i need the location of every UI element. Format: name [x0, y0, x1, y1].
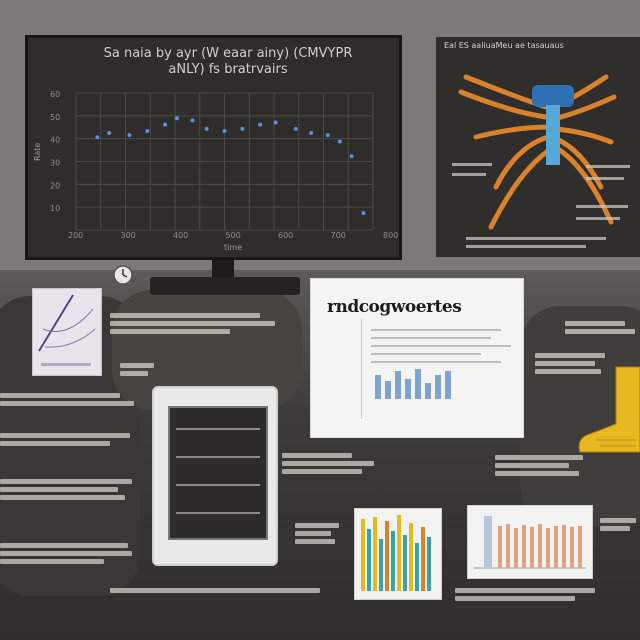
note-lines: [120, 360, 160, 379]
chart-points: [95, 116, 366, 216]
x-tick-label: 400: [173, 231, 188, 240]
scatter-point: [190, 118, 195, 123]
note-lines: [0, 390, 140, 409]
monitor-screen: Sa naia by ayr (W eaar ainy) (CMVYPR aNL…: [25, 35, 402, 260]
y-tick-label: 50: [50, 113, 60, 122]
x-tick-label: 800: [383, 231, 398, 240]
anatomy-title: Eal ES aaliuaMeu ae tasauaus: [444, 41, 564, 50]
vertical-bars: [361, 515, 431, 591]
rack-shelf: [176, 484, 260, 486]
chart-title-line2: aNLY) fs bratrvairs: [168, 62, 288, 77]
boot-object: [578, 366, 640, 453]
y-tick-label: 40: [50, 136, 60, 145]
x-tick-label: 300: [121, 231, 136, 240]
monitor-stand-neck: [212, 260, 234, 280]
anatomy-figure: [452, 74, 630, 248]
scatter-point: [107, 131, 112, 136]
server-cabinet: [152, 386, 278, 566]
text-line: [371, 353, 481, 355]
note-lines: [600, 515, 640, 534]
chart-title: Sa naia by ayr (W eaar ainy) (CMVYPR aNL…: [88, 46, 368, 78]
anatomy-spine: [546, 105, 560, 165]
note-lines: [455, 585, 605, 604]
x-tick-label: 200: [68, 231, 83, 240]
scatter-point: [145, 128, 150, 133]
text-line: [371, 345, 511, 347]
scatter-point: [95, 135, 100, 140]
scatter-point: [349, 154, 354, 159]
vertical-bars: [474, 516, 586, 569]
note-lines: [565, 318, 640, 337]
x-tick-label: 500: [226, 231, 241, 240]
report-document: rndcogwoertes: [310, 278, 524, 438]
chart-title-line1: Sa naia by ayr (W eaar ainy) (CMVYPR: [103, 46, 353, 61]
chart-grid: [75, 92, 374, 231]
scatter-point: [309, 131, 314, 136]
y-tick-label: 60: [50, 90, 60, 99]
text-line: [371, 337, 491, 339]
scatter-point: [240, 126, 245, 131]
y-axis-label: Rate: [33, 143, 42, 161]
scatter-point: [293, 126, 298, 131]
note-lines: [110, 310, 280, 337]
note-lines: [0, 476, 140, 503]
note-lines: [282, 450, 382, 477]
x-ticks: 200 300 400 500 600 700 800: [68, 231, 398, 240]
scatter-point: [337, 139, 342, 144]
scatter-point: [204, 126, 209, 131]
y-ticks: 60 50 40 30 20 10: [50, 90, 60, 213]
scatter-point: [361, 211, 366, 216]
report-title: rndcogwoertes: [327, 297, 462, 317]
note-lines: [535, 350, 615, 377]
anatomy-poster: Eal ES aaliuaMeu ae tasauaus: [436, 37, 640, 257]
note-lines: [295, 520, 345, 547]
scatter-point: [127, 133, 132, 138]
scatter-point: [163, 122, 168, 127]
scatter-point: [258, 122, 263, 127]
bar-chart-card: [467, 505, 593, 579]
sketch-drawing: [38, 294, 96, 366]
x-tick-label: 600: [278, 231, 293, 240]
table-column: [317, 319, 362, 419]
clock-icon: [113, 265, 133, 285]
scatter-point: [325, 133, 330, 138]
rack-shelf: [176, 512, 260, 514]
anatomy-organ: [532, 85, 574, 107]
sketch-card: [32, 288, 102, 376]
rack-shelf: [176, 428, 260, 430]
scatter-point: [222, 128, 227, 133]
y-tick-label: 30: [50, 159, 60, 168]
scatter-point: [174, 116, 179, 121]
y-tick-label: 20: [50, 181, 60, 190]
note-lines: [0, 540, 140, 567]
note-lines: [110, 585, 330, 596]
y-tick-label: 10: [50, 204, 60, 213]
scatter-point: [273, 120, 278, 125]
x-axis-label: time: [224, 243, 242, 252]
bar-chart-card: [354, 508, 442, 600]
text-line: [371, 361, 501, 363]
x-tick-label: 700: [331, 231, 346, 240]
note-lines: [0, 430, 140, 449]
note-lines: [495, 452, 595, 479]
report-bar-chart: [375, 369, 451, 399]
monitor-stand-base: [150, 277, 300, 295]
text-line: [371, 329, 501, 331]
rack-shelf: [176, 456, 260, 458]
server-rack: [168, 406, 268, 540]
